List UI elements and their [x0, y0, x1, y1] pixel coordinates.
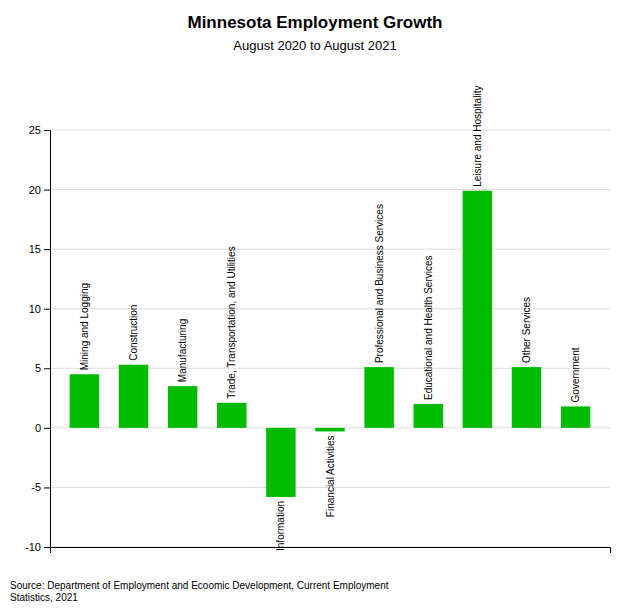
bar [414, 404, 443, 428]
y-tick-label: -10 [25, 541, 41, 553]
bar [217, 403, 246, 428]
chart: Minnesota Employment Growth August 2020 t… [0, 0, 630, 609]
bar [168, 386, 197, 428]
category-label: Trade, Transportation, and Utilities [226, 246, 237, 398]
source-line: Statistics, 2021 [10, 592, 78, 603]
y-tick-mark [44, 487, 50, 488]
category-label: Government [570, 347, 581, 402]
y-tick-mark [44, 368, 50, 369]
bar [266, 428, 295, 497]
category-label: Financial Activities [325, 435, 336, 517]
grid-line [50, 189, 610, 190]
y-tick: 0 [35, 422, 50, 434]
category-label: Leisure and Hospitality [472, 86, 483, 187]
category-label: Manufacturing [177, 319, 188, 382]
category-labels: Mining and Logging Construction Manufactur… [79, 86, 581, 551]
bar [119, 365, 148, 428]
y-tick-mark [44, 190, 50, 191]
y-tick-label: 15 [29, 243, 41, 255]
bar [561, 406, 590, 427]
category-label: Information [275, 501, 286, 551]
category-label: Other Services [521, 297, 532, 363]
y-tick: 15 [29, 243, 50, 255]
bar [315, 428, 344, 432]
y-tick-mark [44, 428, 50, 429]
category-label: Construction [128, 305, 139, 361]
y-tick: 5 [35, 362, 50, 374]
y-tick: 20 [29, 184, 50, 196]
category-label: Professional and Business Services [374, 204, 385, 363]
bar [512, 367, 541, 428]
y-axis-line [44, 131, 51, 548]
y-tick-label: -5 [31, 481, 41, 493]
y-axis: -10 -5 0 5 10 15 20 25 [25, 124, 50, 553]
bar [70, 374, 99, 428]
y-tick-mark [44, 547, 50, 548]
x-axis [51, 548, 611, 554]
y-tick-label: 10 [29, 303, 41, 315]
category-label: Mining and Logging [79, 283, 90, 370]
grid-line [50, 249, 610, 250]
y-tick-mark [44, 130, 50, 131]
y-tick-label: 25 [29, 124, 41, 136]
y-tick-mark [44, 309, 50, 310]
y-tick-label: 20 [29, 184, 41, 196]
y-tick: 25 [29, 124, 50, 136]
title: Minnesota Employment Growth [187, 13, 442, 32]
grid [50, 130, 610, 547]
grid-line [50, 130, 610, 131]
source-line: Source: Department of Employment and Eco… [10, 580, 389, 591]
y-tick-label: 0 [35, 422, 41, 434]
category-label: Educational and Health Services [423, 255, 434, 400]
y-tick: 10 [29, 303, 50, 315]
plot: -10 -5 0 5 10 15 20 25 Mining and Logging Constru… [25, 86, 610, 553]
subtitle: August 2020 to August 2021 [233, 38, 396, 53]
bar [463, 191, 492, 428]
x-axis-line [51, 548, 611, 554]
source: Source: Department of Employment and Eco… [10, 580, 389, 603]
y-tick-mark [44, 249, 50, 250]
y-tick-label: 5 [35, 362, 41, 374]
y-tick: -10 [25, 541, 50, 553]
bar [364, 367, 393, 428]
y-tick: -5 [31, 481, 50, 493]
